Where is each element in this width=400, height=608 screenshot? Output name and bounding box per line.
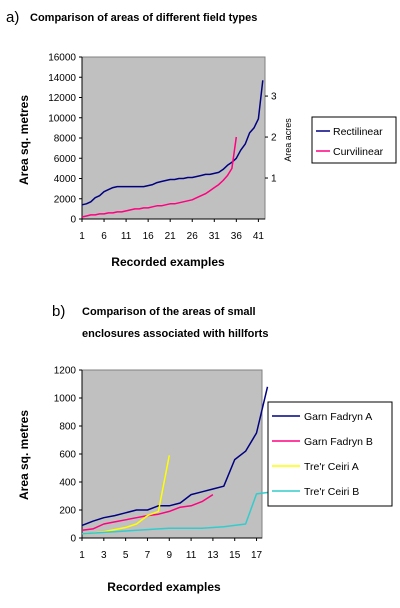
chart-a-series-line-curvilinear — [81, 136, 238, 218]
chart-b-x-tick-label: 15 — [229, 550, 241, 561]
chart-b-y-tick-label: 400 — [59, 478, 76, 489]
chart-a-y2-tick-label: 3 — [271, 92, 277, 103]
chart-a-legend-rectilinear: Rectilinear — [333, 126, 383, 138]
chart-a-y-ticks: 0 2000 4000 6000 8000 10000 12000 14000 16000 — [48, 53, 82, 226]
chart-a-x-tick-label: 41 — [253, 231, 265, 242]
chart-b-legend-garn-fadryn-b: Garn Fadryn B — [304, 436, 373, 448]
chart-a-x-tick-label: 11 — [121, 231, 132, 242]
chart-a-y2-axis-label: Area acres — [283, 118, 293, 162]
chart-b-y-axis-label: Area sq. metres — [17, 410, 31, 500]
chart-a-x-axis-label: Recorded examples — [111, 255, 225, 269]
chart-a-y2-tick-label: 2 — [271, 133, 277, 144]
chart-a-y-tick-label: 8000 — [54, 134, 77, 145]
chart-b-x-tick-label: 1 — [79, 550, 85, 561]
chart-b-plot-area — [81, 369, 263, 539]
chart-a-y-tick-label: 12000 — [48, 93, 76, 104]
chart-b-y-tick-label: 200 — [59, 506, 76, 517]
chart-a-legend: Rectilinear Curvilinear — [311, 116, 397, 164]
chart-b-x-tick-label: 7 — [145, 550, 151, 561]
chart-b-title-line-2: enclosures associated with hillforts — [82, 328, 268, 340]
chart-b-x-tick-label: 13 — [207, 550, 219, 561]
chart-b-legend-trer-ceiri-a: Tre'r Ceiri A — [304, 461, 359, 473]
chart-a-y-tick-label: 4000 — [54, 174, 77, 185]
chart-a-x-ticks: 1 6 11 16 21 26 31 36 41 — [79, 219, 264, 242]
chart-a-y-tick-label: 16000 — [48, 53, 76, 64]
chart-b-x-tick-label: 11 — [186, 550, 197, 561]
chart-a-x-tick-label: 31 — [209, 231, 221, 242]
chart-b-x-tick-label: 3 — [101, 550, 107, 561]
chart-b-x-axis-label: Recorded examples — [107, 580, 221, 594]
chart-a-y-tick-label: 0 — [70, 215, 76, 226]
chart-a-plot-area — [81, 56, 266, 220]
chart-a-y2-ticks: 1 2 3 — [265, 92, 277, 185]
chart-b-y-tick-label: 1200 — [54, 366, 77, 377]
chart-a-x-tick-label: 1 — [79, 231, 85, 242]
chart-a-y2-tick-label: 1 — [271, 174, 277, 185]
chart-a-x-tick-label: 36 — [231, 231, 243, 242]
chart-a-title: Comparison of areas of different field t… — [30, 12, 257, 24]
chart-a-legend-box — [311, 116, 397, 164]
chart-b-y-tick-label: 1000 — [54, 394, 77, 405]
chart-a-x-tick-label: 16 — [143, 231, 155, 242]
chart-a-panel-letter: a) — [6, 9, 19, 26]
chart-b-series-line-garn-fadryn-a — [81, 386, 269, 527]
chart-b-y-tick-label: 600 — [59, 450, 76, 461]
chart-b-x-tick-label: 17 — [251, 550, 263, 561]
chart-a-y-tick-label: 6000 — [54, 154, 77, 165]
chart-b: b) Comparison of the areas of small encl… — [17, 303, 393, 594]
chart-b-legend-garn-fadryn-a: Garn Fadryn A — [304, 411, 372, 423]
chart-a-x-tick-label: 21 — [165, 231, 177, 242]
chart-b-y-tick-label: 800 — [59, 422, 76, 433]
chart-a-y-tick-label: 14000 — [48, 73, 76, 84]
chart-b-legend-box — [267, 401, 393, 507]
chart-b-y-tick-label: 0 — [70, 534, 76, 545]
chart-b-series-line-tre-r-ceiri-b — [81, 491, 268, 535]
chart-b-legend: Garn Fadryn A Garn Fadryn B Tre'r Ceiri … — [267, 401, 393, 507]
chart-b-series — [81, 386, 269, 535]
chart-b-legend-trer-ceiri-b: Tre'r Ceiri B — [304, 486, 359, 498]
chart-a-y-tick-label: 2000 — [54, 194, 77, 205]
chart-b-y-ticks: 0 200 400 600 800 1000 1200 — [54, 366, 82, 545]
chart-a: a) Comparison of areas of different fiel… — [6, 9, 397, 269]
chart-b-x-ticks: 1 3 5 7 9 11 13 15 17 — [79, 538, 263, 561]
chart-a-y-axis-label: Area sq. metres — [17, 95, 31, 185]
chart-b-x-tick-label: 9 — [166, 550, 172, 561]
chart-a-x-tick-label: 26 — [187, 231, 199, 242]
chart-b-title-line-1: Comparison of the areas of small — [82, 306, 256, 318]
chart-a-x-tick-label: 6 — [101, 231, 107, 242]
chart-a-y-tick-label: 10000 — [48, 113, 76, 124]
chart-b-panel-letter: b) — [52, 303, 65, 320]
chart-a-legend-curvilinear: Curvilinear — [333, 146, 384, 158]
chart-a-series — [81, 80, 264, 218]
chart-b-x-tick-label: 5 — [123, 550, 129, 561]
